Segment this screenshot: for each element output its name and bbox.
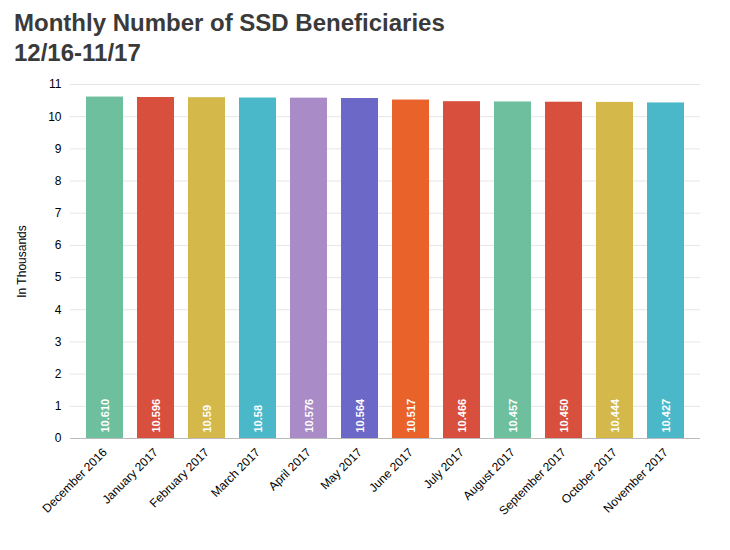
svg-text:10.596: 10.596 bbox=[150, 399, 162, 433]
svg-text:10.517: 10.517 bbox=[405, 399, 417, 433]
svg-text:8: 8 bbox=[55, 174, 62, 188]
svg-text:10.427: 10.427 bbox=[660, 399, 672, 433]
svg-text:2: 2 bbox=[55, 367, 62, 381]
svg-text:October 2017: October 2017 bbox=[558, 445, 620, 507]
svg-text:December 2016: December 2016 bbox=[40, 445, 111, 516]
svg-text:September 2017: September 2017 bbox=[496, 445, 569, 518]
html-text:12/16-11/17: 12/16-11/17 bbox=[14, 39, 141, 66]
svg-text:January 2017: January 2017 bbox=[99, 445, 161, 507]
svg-text:0: 0 bbox=[55, 431, 62, 445]
svg-text:10.58: 10.58 bbox=[252, 405, 264, 433]
svg-text:July 2017: July 2017 bbox=[421, 445, 467, 491]
svg-text:In Thousands: In Thousands bbox=[15, 225, 29, 298]
svg-text:3: 3 bbox=[55, 335, 62, 349]
svg-text:7: 7 bbox=[55, 206, 62, 220]
svg-text:February 2017: February 2017 bbox=[147, 445, 212, 510]
html-text:Monthly Number of SSD Benefici: Monthly Number of SSD Beneficiaries bbox=[14, 9, 445, 36]
svg-text:4: 4 bbox=[55, 303, 62, 317]
svg-text:5: 5 bbox=[55, 270, 62, 284]
svg-text:10.610: 10.610 bbox=[99, 399, 111, 433]
svg-text:10.59: 10.59 bbox=[201, 405, 213, 433]
svg-text:6: 6 bbox=[55, 238, 62, 252]
svg-text:March 2017: March 2017 bbox=[208, 445, 263, 500]
svg-text:10.564: 10.564 bbox=[354, 398, 366, 433]
svg-text:April 2017: April 2017 bbox=[266, 445, 314, 493]
svg-text:August 2017: August 2017 bbox=[460, 445, 518, 503]
svg-text:9: 9 bbox=[55, 142, 62, 156]
svg-text:11: 11 bbox=[49, 77, 62, 91]
svg-text:10.450: 10.450 bbox=[558, 399, 570, 433]
svg-text:10.576: 10.576 bbox=[303, 399, 315, 433]
svg-text:1: 1 bbox=[55, 399, 62, 413]
svg-text:10.444: 10.444 bbox=[609, 398, 621, 433]
svg-text:10: 10 bbox=[48, 110, 62, 124]
svg-text:10.457: 10.457 bbox=[507, 399, 519, 433]
svg-text:10.466: 10.466 bbox=[456, 399, 468, 433]
svg-text:May 2017: May 2017 bbox=[318, 445, 365, 492]
svg-text:June 2017: June 2017 bbox=[366, 445, 416, 495]
svg-text:November 2017: November 2017 bbox=[601, 445, 672, 516]
